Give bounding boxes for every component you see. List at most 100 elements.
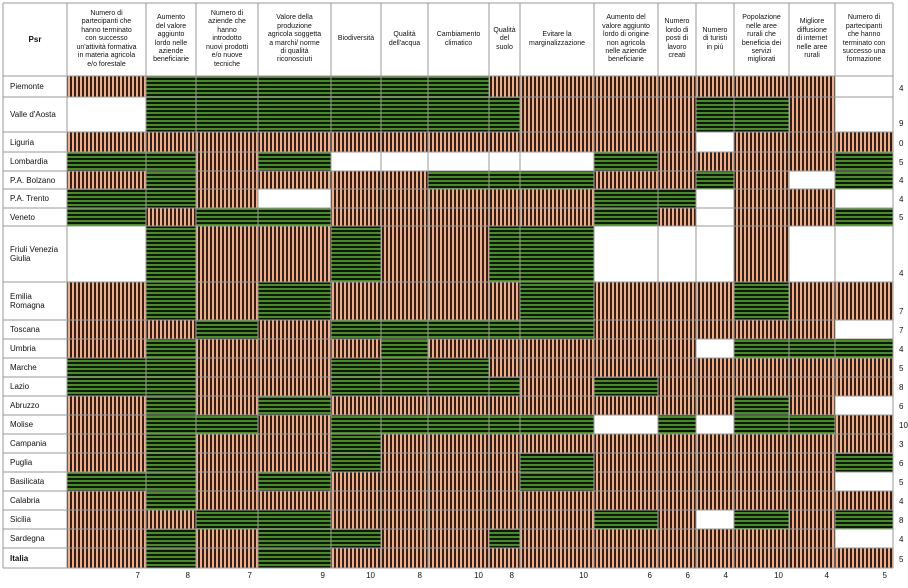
orange-cell xyxy=(594,548,658,568)
orange-cell xyxy=(789,510,835,529)
orange-cell xyxy=(428,189,489,208)
orange-cell xyxy=(67,339,146,358)
row-total: 4 xyxy=(899,269,904,278)
green-cell xyxy=(381,339,428,358)
white-cell xyxy=(428,152,489,171)
orange-cell xyxy=(331,339,381,358)
orange-cell xyxy=(658,339,696,358)
column-total: 8 xyxy=(509,571,514,580)
orange-cell xyxy=(258,415,331,434)
orange-cell xyxy=(594,396,658,415)
orange-cell xyxy=(520,208,594,226)
orange-cell xyxy=(428,491,489,510)
green-cell xyxy=(331,415,381,434)
orange-cell xyxy=(594,491,658,510)
green-cell xyxy=(734,396,789,415)
orange-cell xyxy=(658,171,696,189)
orange-cell xyxy=(594,358,658,377)
green-cell xyxy=(331,377,381,396)
orange-cell xyxy=(489,358,520,377)
orange-cell xyxy=(489,491,520,510)
row-label: Lazio xyxy=(10,382,30,391)
orange-cell xyxy=(196,339,258,358)
green-cell xyxy=(520,453,594,472)
column-total: 10 xyxy=(579,571,588,580)
orange-cell xyxy=(520,377,594,396)
orange-cell xyxy=(331,548,381,568)
row-label: Marche xyxy=(10,363,37,372)
orange-cell xyxy=(658,453,696,472)
orange-cell xyxy=(428,529,489,548)
row-label: Piemonte xyxy=(10,82,44,91)
row-total: 4 xyxy=(899,176,904,185)
green-cell xyxy=(67,189,146,208)
orange-cell xyxy=(734,226,789,282)
green-cell xyxy=(428,76,489,97)
orange-cell xyxy=(196,189,258,208)
orange-cell xyxy=(520,396,594,415)
orange-cell xyxy=(331,472,381,491)
green-cell xyxy=(381,320,428,339)
orange-cell xyxy=(489,453,520,472)
orange-cell xyxy=(789,320,835,339)
orange-cell xyxy=(258,339,331,358)
orange-cell xyxy=(696,472,734,491)
orange-cell xyxy=(658,152,696,171)
orange-cell xyxy=(520,434,594,453)
white-cell xyxy=(835,226,893,282)
orange-cell xyxy=(658,548,696,568)
column-header: Numero lordo di posti di lavoro creati xyxy=(664,18,690,60)
row-total: 0 xyxy=(899,139,904,148)
green-cell xyxy=(146,377,196,396)
orange-cell xyxy=(381,226,428,282)
orange-cell xyxy=(696,453,734,472)
orange-cell xyxy=(331,171,381,189)
row-total: 6 xyxy=(899,459,904,468)
orange-cell xyxy=(428,434,489,453)
orange-cell xyxy=(734,358,789,377)
white-cell xyxy=(696,415,734,434)
orange-cell xyxy=(658,472,696,491)
orange-cell xyxy=(789,152,835,171)
green-cell xyxy=(428,171,489,189)
orange-cell xyxy=(835,491,893,510)
green-cell xyxy=(331,453,381,472)
green-cell xyxy=(594,152,658,171)
white-cell xyxy=(258,189,331,208)
column-total: 10 xyxy=(774,571,783,580)
orange-cell xyxy=(258,358,331,377)
orange-cell xyxy=(489,434,520,453)
orange-cell xyxy=(489,76,520,97)
row-label: Liguria xyxy=(10,137,35,147)
green-cell xyxy=(331,529,381,548)
orange-cell xyxy=(381,189,428,208)
orange-cell xyxy=(146,208,196,226)
orange-cell xyxy=(381,453,428,472)
white-cell xyxy=(835,189,893,208)
orange-cell xyxy=(381,208,428,226)
orange-cell xyxy=(489,510,520,529)
green-cell xyxy=(196,320,258,339)
white-cell xyxy=(696,189,734,208)
column-header: Numero di partecipanti che hanno termina… xyxy=(76,10,137,68)
row-total: 9 xyxy=(899,119,904,128)
orange-cell xyxy=(789,396,835,415)
green-cell xyxy=(331,76,381,97)
orange-cell xyxy=(258,171,331,189)
row-label: P.A. Trento xyxy=(10,194,49,203)
orange-cell xyxy=(520,189,594,208)
orange-cell xyxy=(696,76,734,97)
orange-cell xyxy=(789,491,835,510)
white-cell xyxy=(696,339,734,358)
orange-cell xyxy=(520,510,594,529)
row-total: 8 xyxy=(899,383,904,392)
orange-cell xyxy=(331,132,381,152)
white-cell xyxy=(331,152,381,171)
orange-cell xyxy=(489,339,520,358)
orange-cell xyxy=(658,377,696,396)
orange-cell xyxy=(67,548,146,568)
white-cell xyxy=(835,472,893,491)
green-cell xyxy=(381,415,428,434)
column-total: 7 xyxy=(247,571,252,580)
